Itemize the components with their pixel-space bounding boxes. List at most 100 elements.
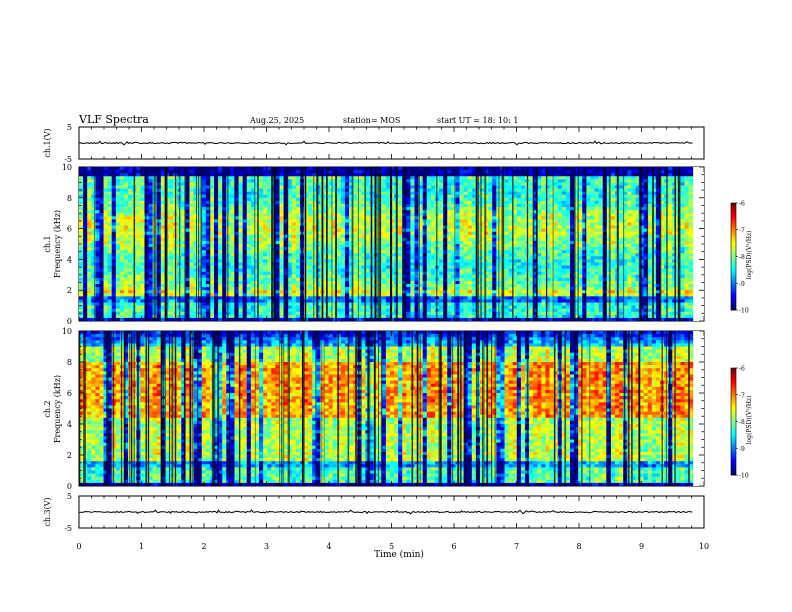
ch1-spectrogram-cell [185, 222, 190, 226]
ch1-spectrogram-cell [124, 170, 129, 174]
ch1-spectrogram-cell [144, 274, 149, 279]
ch1-spectrogram-cell [332, 200, 338, 205]
ch1-spectrogram-cell [267, 247, 272, 251]
ch1-spectrogram-cell [455, 314, 460, 319]
ch1-spectrogram-cell [95, 197, 100, 202]
ch1-spectrogram-cell [332, 185, 338, 189]
ch1-spectrogram-cell [263, 268, 268, 273]
ch1-spectrogram-cell [91, 311, 96, 316]
ch1-spectrogram-cell [385, 280, 391, 285]
ch1-spectrogram-cell [259, 311, 264, 316]
ch1-spectrogram-cell [209, 250, 215, 254]
ch1-spectrogram-cell [344, 284, 350, 288]
ch1-spectrogram-cell [107, 265, 113, 270]
ch1-spectrogram-cell [230, 305, 235, 310]
ch1-spectrogram-cell [238, 305, 244, 310]
ch1-spectrogram-cell [439, 188, 444, 193]
ch1-spectrogram-cell [447, 296, 452, 300]
ch1-spectrogram-cell [463, 299, 469, 303]
ch1-spectrogram-cell [312, 290, 317, 294]
ch1-spectrogram-cell [279, 207, 284, 211]
ch1-spectrogram-cell [283, 228, 289, 233]
ch1-spectrogram-cell [111, 231, 117, 236]
ch1-spectrogram-cell [226, 314, 231, 319]
ch1-spectrogram-cell [119, 200, 125, 205]
ch1-spectrogram-cell [197, 274, 203, 279]
ch1-spectrogram-cell [336, 237, 342, 242]
ch1-spectrogram-cell [79, 277, 84, 282]
ch1-spectrogram-cell [287, 311, 293, 316]
ch1-spectrogram-cell [418, 284, 424, 288]
ch1-spectrogram-cell [246, 302, 252, 306]
ch1-spectrogram-cell [455, 194, 460, 199]
ch1-spectrogram-cell [91, 308, 96, 313]
ch1-spectrogram-cell [209, 231, 215, 236]
ch1-spectrogram-cell [426, 268, 432, 273]
ch1-spectrogram-cell [169, 250, 174, 254]
ch1-spectrogram-cell [344, 203, 350, 208]
ch1-spectrogram-cell [209, 179, 215, 183]
ch1-spectrogram-cell [136, 210, 141, 214]
ch1-spectrogram-cell [353, 185, 358, 189]
ch1-spectrogram-cell [259, 259, 264, 263]
ch1-spectrogram-cell [344, 253, 350, 257]
ch1-spectrogram-cell [385, 247, 391, 251]
ch1-spectrogram-cell [136, 188, 141, 193]
ch1-spectrogram-cell [144, 293, 149, 297]
ch1-spectrogram-cell [136, 262, 141, 266]
ch1-spectrogram-cell [169, 173, 174, 177]
ch1-spectrogram-cell [242, 237, 248, 242]
ch1-spectrogram-cell [111, 197, 117, 202]
ch1-spectrogram-cell [430, 293, 436, 297]
ch1-spectrogram-cell [107, 317, 113, 321]
ch1-spectrogram-cell [340, 268, 346, 273]
ch1-spectrogram-cell [447, 287, 452, 291]
ch1-spectrogram-cell [124, 219, 129, 223]
ch1-spectrogram-cell [136, 170, 141, 174]
ch1-spectrogram-cell [459, 179, 465, 183]
ch1-spectrogram-cell [238, 290, 244, 294]
ch1-spectrogram-cell [439, 311, 444, 316]
ch1-spectrogram-cell [197, 228, 203, 233]
ch1-spectrogram-cell [209, 200, 215, 205]
ch1-spectrogram-cell [430, 188, 436, 193]
ch1-spectrogram-cell [349, 194, 354, 199]
ch1-spectrogram-cell [246, 237, 252, 242]
ch1-spectrogram-cell [185, 299, 190, 303]
ch1-spectrogram-cell [79, 207, 84, 211]
ch1-spectrogram-cell [259, 167, 264, 171]
ch1-spectrogram-cell [479, 256, 485, 260]
ch1-spectrogram-cell [246, 259, 252, 263]
ch1-spectrogram-cell [91, 253, 96, 257]
ch1-spectrogram-cell [238, 185, 244, 189]
ch1-spectrogram-cell [336, 167, 342, 171]
ch1-spectrogram-cell [250, 197, 256, 202]
ch1-spectrogram-cell [291, 244, 297, 248]
ch1-spectrogram-cell [381, 284, 387, 288]
ch1-spectrogram-cell [349, 219, 354, 223]
ch1-spectrogram-cell [471, 280, 477, 285]
ch1-spectrogram-cell [205, 191, 211, 196]
ch1-spectrogram-cell [308, 213, 313, 217]
ch1-spectrogram-cell [410, 216, 415, 220]
ch1-spectrogram-cell [205, 253, 211, 257]
ch1-spectrogram-cell [189, 287, 194, 291]
ch1-spectrogram-cell [361, 256, 366, 260]
ch1-spectrogram-cell [181, 284, 186, 288]
ch1-spectrogram-cell [115, 219, 121, 223]
ch1-spectrogram-cell [365, 287, 370, 291]
ch1-spectrogram-cell [148, 314, 154, 319]
ch1-spectrogram-cell [189, 240, 194, 245]
ch1-spectrogram-cell [308, 237, 313, 242]
ch1-spectrogram-cell [484, 262, 489, 266]
ch1-spectrogram-cell [189, 256, 194, 260]
ch1-spectrogram-cell [103, 216, 109, 220]
ch1-spectrogram-cell [83, 284, 88, 288]
ch1-spectrogram-cell [218, 244, 223, 248]
ch1-spectrogram-cell [471, 231, 477, 236]
ch1-spectrogram-cell [479, 197, 485, 202]
ch1-spectrogram-cell [344, 231, 350, 236]
ch1-spectrogram-cell [201, 262, 207, 266]
ch1-spectrogram-cell [349, 222, 354, 226]
ch1-spectrogram-cell [87, 240, 92, 245]
